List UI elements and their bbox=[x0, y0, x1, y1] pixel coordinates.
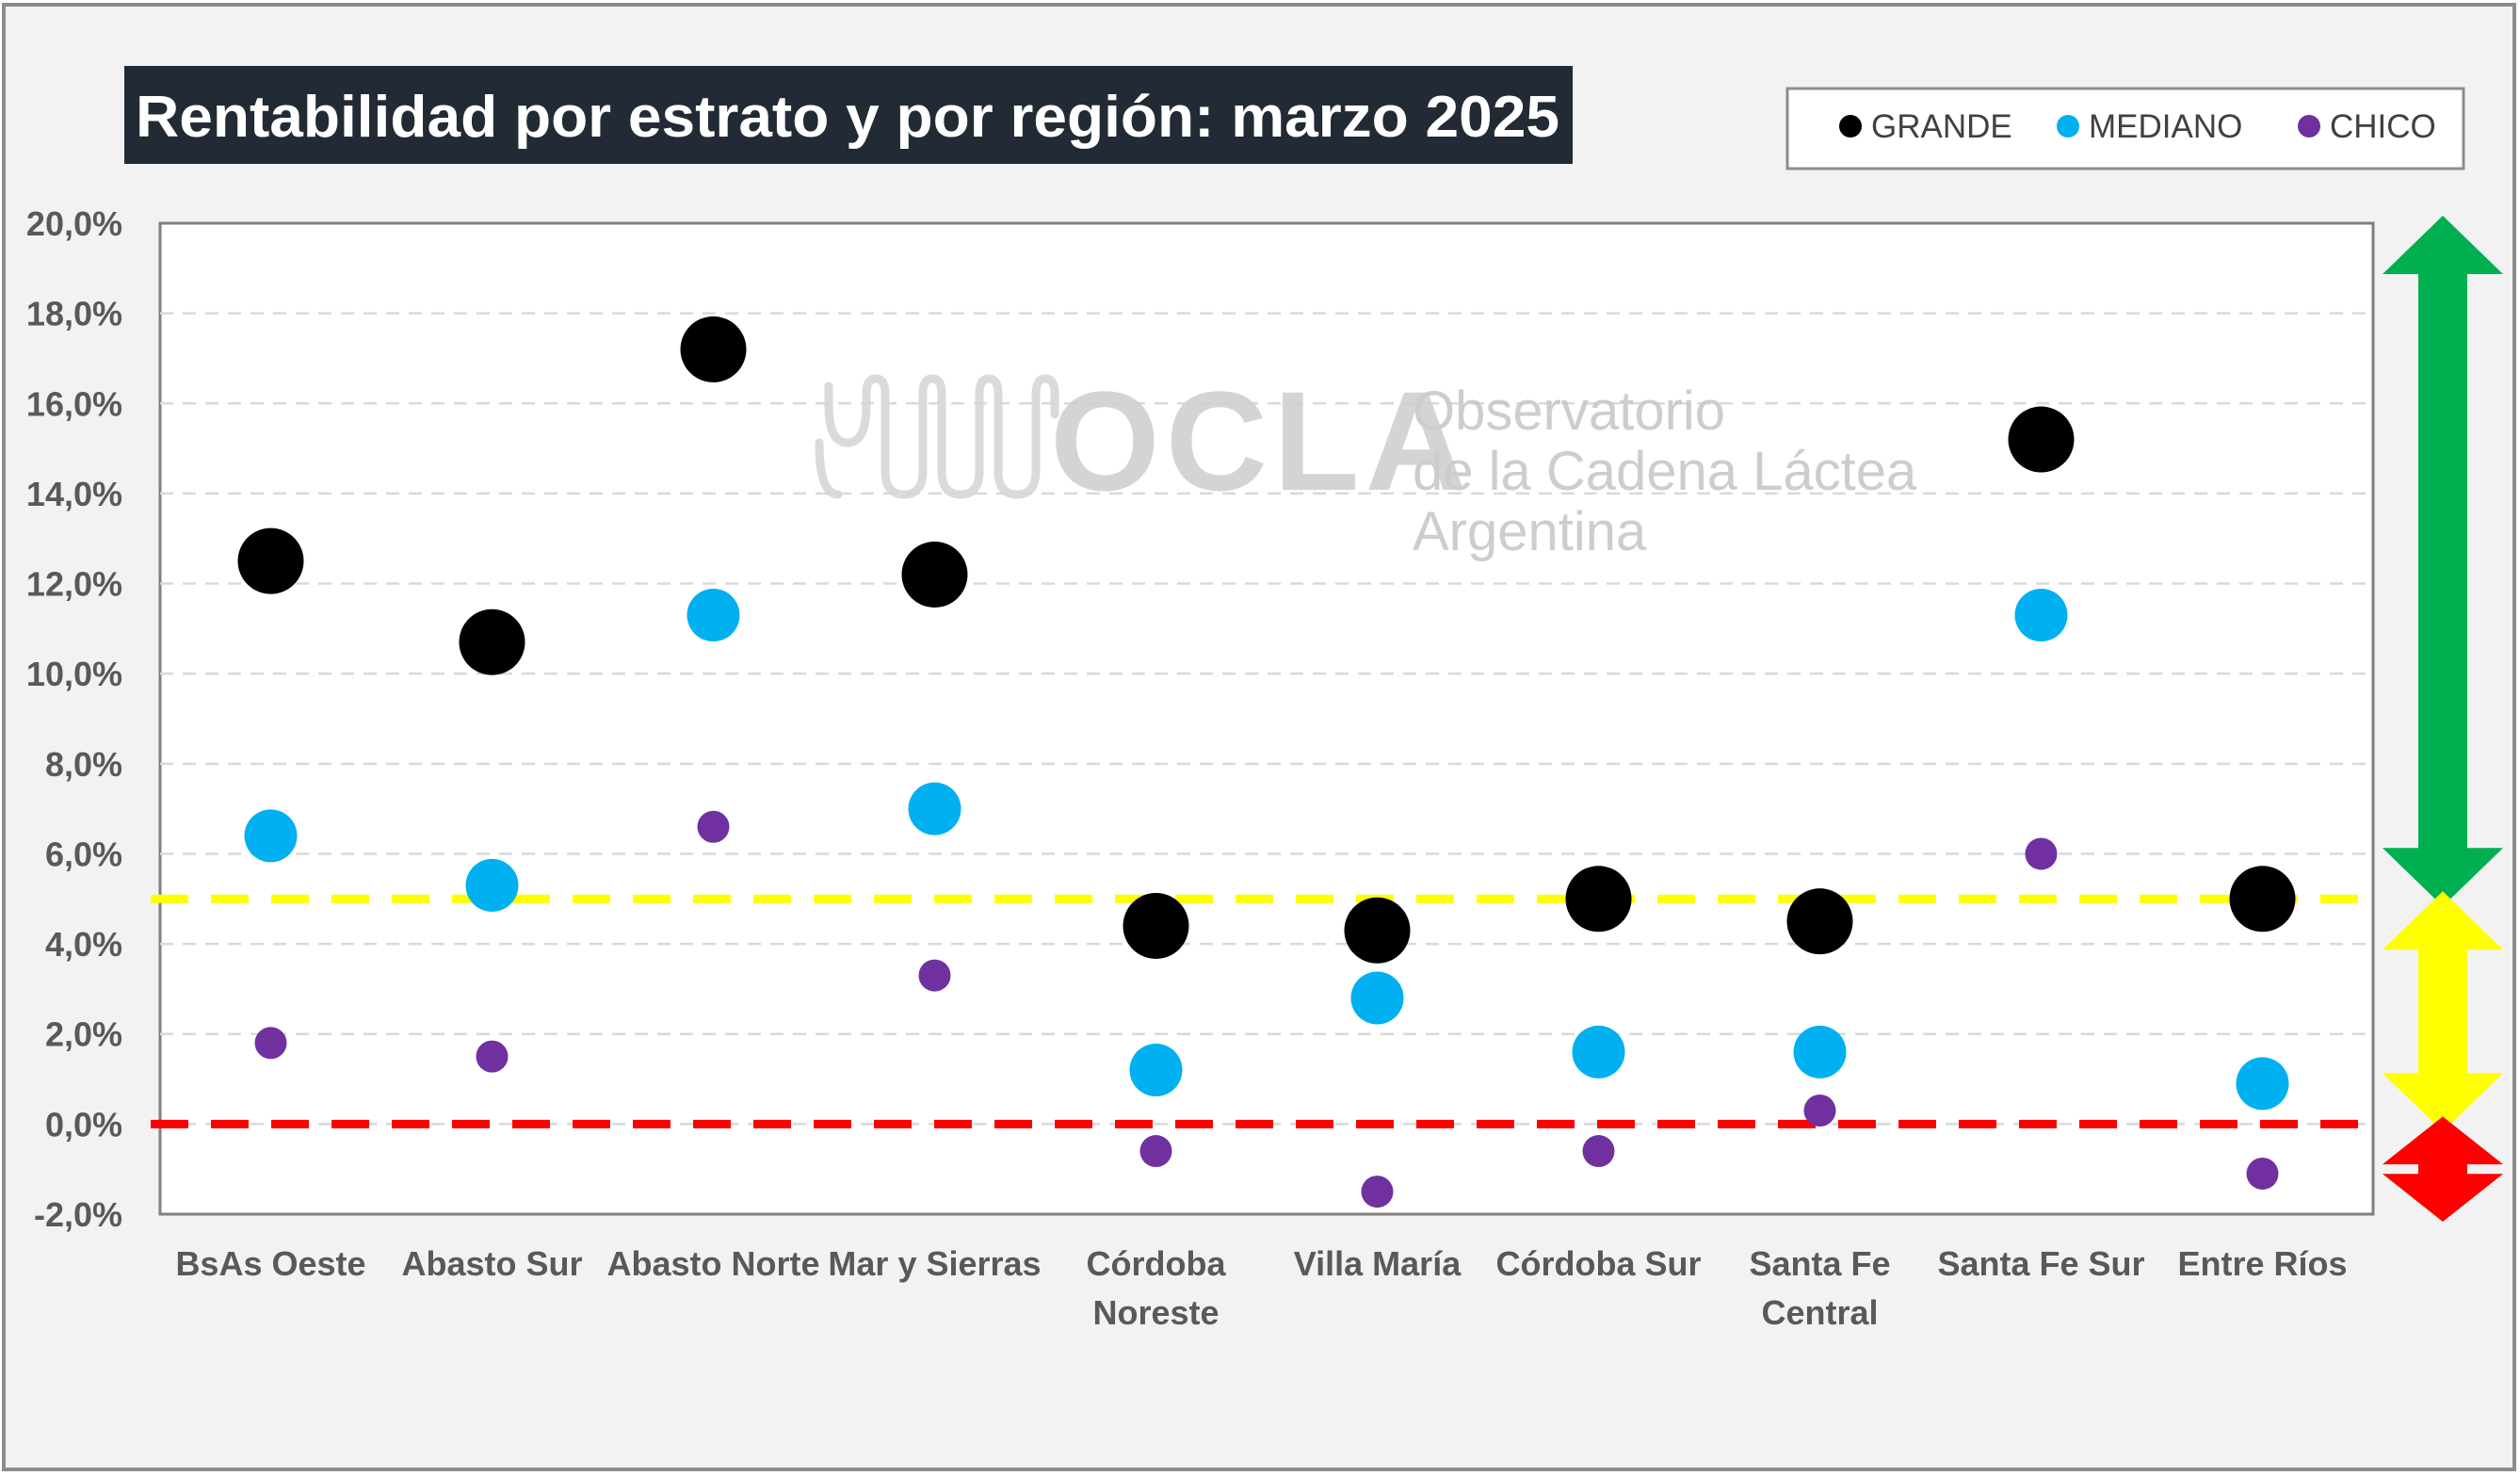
y-tick-label: -2,0% bbox=[34, 1195, 122, 1234]
data-point-grande bbox=[901, 541, 968, 608]
title-background bbox=[124, 66, 1573, 164]
data-point-chico bbox=[918, 959, 951, 992]
data-point-chico bbox=[1361, 1176, 1394, 1208]
data-point-chico bbox=[697, 810, 730, 843]
data-point-chico bbox=[254, 1027, 287, 1060]
reference-lines bbox=[151, 894, 2368, 1128]
x-axis-category-labels: BsAs Oeste Abasto Sur Abasto Norte Mar y Si… bbox=[175, 1244, 2347, 1332]
y-tick-label: 20,0% bbox=[26, 204, 122, 243]
x-category-label: BsAs Oeste bbox=[175, 1244, 365, 1283]
legend-marker bbox=[2057, 115, 2079, 138]
range-arrow bbox=[2383, 1116, 2503, 1222]
y-tick-label: 16,0% bbox=[26, 384, 122, 423]
watermark-line-2: de la Cadena Láctea bbox=[1413, 441, 1917, 502]
range-arrow bbox=[2383, 216, 2503, 907]
data-point-mediano bbox=[1129, 1043, 1183, 1096]
data-point-chico bbox=[1582, 1135, 1615, 1168]
x-category-label: Santa Fe Sur bbox=[1937, 1244, 2144, 1283]
data-point-grande bbox=[237, 527, 304, 594]
y-tick-label: 18,0% bbox=[26, 295, 122, 333]
legend-marker bbox=[1839, 115, 1862, 138]
data-point-grande bbox=[680, 316, 747, 382]
legend-label: CHICO bbox=[2330, 108, 2436, 145]
data-point-mediano bbox=[687, 589, 740, 642]
data-point-mediano bbox=[1572, 1025, 1625, 1079]
y-tick-label: 14,0% bbox=[26, 475, 122, 513]
data-point-chico bbox=[2246, 1157, 2279, 1190]
legend-label: MEDIANO bbox=[2089, 108, 2242, 145]
data-point-grande bbox=[1786, 888, 1853, 955]
data-point-chico bbox=[2025, 837, 2058, 870]
x-category-label: Mar y Sierras bbox=[828, 1244, 1041, 1283]
chart-title: Rentabilidad por estrato y por región: m… bbox=[136, 85, 1559, 150]
y-tick-label: 10,0% bbox=[26, 655, 122, 693]
data-points bbox=[237, 316, 2296, 1208]
data-point-chico bbox=[1139, 1135, 1172, 1168]
legend-marker bbox=[2298, 115, 2320, 138]
data-point-grande bbox=[2229, 866, 2296, 933]
legend: GRANDE MEDIANO CHICO bbox=[1839, 108, 2436, 145]
data-point-grande bbox=[1123, 892, 1189, 959]
data-point-grande bbox=[1344, 897, 1411, 964]
y-axis-tick-labels: 20,0% 18,0% 16,0% 14,0% 12,0% 10,0% 8,0% 6,0% 4,… bbox=[26, 204, 122, 1234]
x-category-label: Abasto Norte bbox=[606, 1244, 819, 1283]
y-tick-label: 6,0% bbox=[45, 835, 122, 873]
legend-box bbox=[1785, 87, 2465, 170]
y-tick-label: 4,0% bbox=[45, 925, 122, 964]
data-point-mediano bbox=[1350, 971, 1404, 1025]
side-arrows bbox=[2383, 216, 2503, 1222]
y-tick-label: 8,0% bbox=[45, 745, 122, 784]
x-category-label: Central bbox=[1761, 1293, 1878, 1332]
data-point-mediano bbox=[244, 809, 298, 863]
data-point-mediano bbox=[1793, 1025, 1847, 1079]
ocla-wave-logo bbox=[815, 374, 1059, 499]
data-point-mediano bbox=[465, 858, 519, 912]
data-point-grande bbox=[2008, 406, 2075, 473]
data-point-mediano bbox=[908, 782, 961, 835]
x-category-label: Santa Fe bbox=[1749, 1244, 1890, 1283]
y-tick-label: 0,0% bbox=[45, 1105, 122, 1143]
x-category-label: Córdoba bbox=[1087, 1244, 1227, 1283]
y-tick-label: 12,0% bbox=[26, 565, 122, 604]
y-tick-label: 2,0% bbox=[45, 1015, 122, 1054]
x-category-label: Córdoba Sur bbox=[1495, 1244, 1701, 1283]
range-arrow bbox=[2383, 891, 2503, 1132]
ocla-watermark: OCLA Observatorio de la Cadena Láctea Ar… bbox=[815, 362, 1917, 562]
watermark-line-1: Observatorio bbox=[1413, 381, 1725, 442]
x-category-label: Villa María bbox=[1294, 1244, 1462, 1283]
x-category-label: Noreste bbox=[1092, 1293, 1219, 1332]
data-point-grande bbox=[1565, 866, 1632, 933]
x-category-label: Entre Ríos bbox=[2177, 1244, 2347, 1283]
data-point-grande bbox=[459, 608, 525, 675]
data-point-chico bbox=[1803, 1095, 1836, 1127]
data-point-chico bbox=[476, 1040, 509, 1073]
x-category-label: Abasto Sur bbox=[401, 1244, 582, 1283]
ocla-logo-text: OCLA bbox=[1050, 362, 1473, 520]
legend-label: GRANDE bbox=[1871, 108, 2012, 145]
plot-area bbox=[158, 221, 2375, 1216]
watermark-line-3: Argentina bbox=[1413, 501, 1647, 562]
data-point-mediano bbox=[2014, 589, 2068, 642]
data-point-mediano bbox=[2236, 1057, 2289, 1111]
